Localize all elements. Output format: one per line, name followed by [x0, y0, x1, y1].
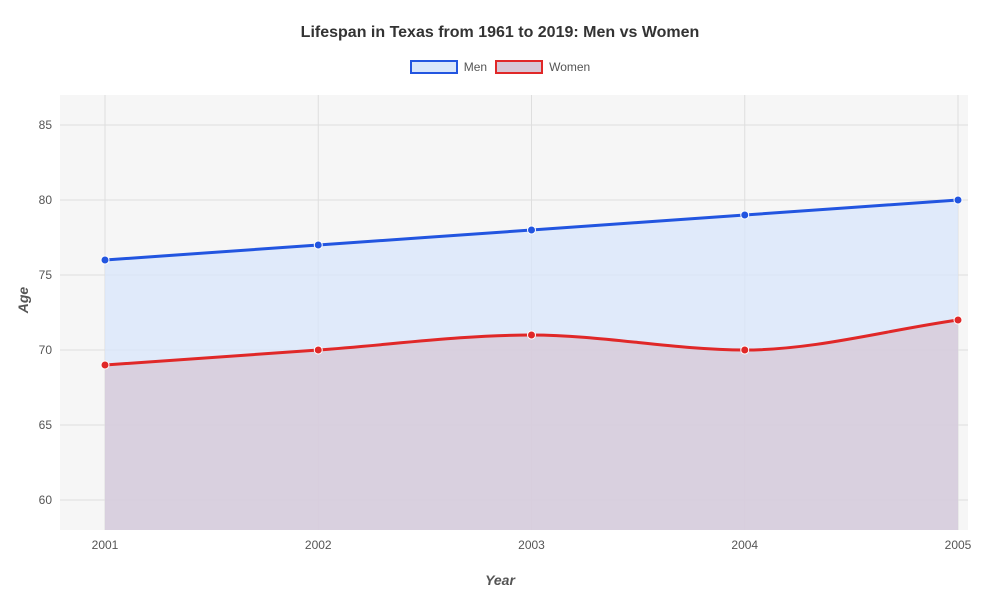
- legend-item-women[interactable]: Women: [495, 60, 590, 74]
- plot-area: 60657075808520012002200320042005: [60, 95, 968, 530]
- marker-men[interactable]: [954, 196, 962, 204]
- y-tick-label: 80: [22, 193, 52, 207]
- marker-women[interactable]: [741, 346, 749, 354]
- y-tick-label: 75: [22, 268, 52, 282]
- marker-men[interactable]: [101, 256, 109, 264]
- marker-men[interactable]: [741, 211, 749, 219]
- y-tick-label: 65: [22, 418, 52, 432]
- y-tick-label: 85: [22, 118, 52, 132]
- marker-men[interactable]: [528, 226, 536, 234]
- x-tick-label: 2001: [92, 538, 119, 552]
- chart-title: Lifespan in Texas from 1961 to 2019: Men…: [0, 0, 1000, 42]
- chart-svg: [60, 95, 968, 530]
- lifespan-chart: Lifespan in Texas from 1961 to 2019: Men…: [0, 0, 1000, 600]
- x-tick-label: 2003: [518, 538, 545, 552]
- legend-item-men[interactable]: Men: [410, 60, 487, 74]
- y-tick-label: 70: [22, 343, 52, 357]
- x-axis-label: Year: [485, 572, 515, 588]
- legend-swatch: [495, 60, 543, 74]
- legend: Men Women: [0, 60, 1000, 74]
- marker-women[interactable]: [314, 346, 322, 354]
- marker-women[interactable]: [528, 331, 536, 339]
- x-tick-label: 2004: [731, 538, 758, 552]
- x-tick-label: 2005: [945, 538, 972, 552]
- marker-women[interactable]: [954, 316, 962, 324]
- legend-label: Women: [549, 60, 590, 74]
- x-tick-label: 2002: [305, 538, 332, 552]
- marker-men[interactable]: [314, 241, 322, 249]
- y-axis-label: Age: [15, 287, 31, 313]
- legend-label: Men: [464, 60, 487, 74]
- y-tick-label: 60: [22, 493, 52, 507]
- legend-swatch: [410, 60, 458, 74]
- marker-women[interactable]: [101, 361, 109, 369]
